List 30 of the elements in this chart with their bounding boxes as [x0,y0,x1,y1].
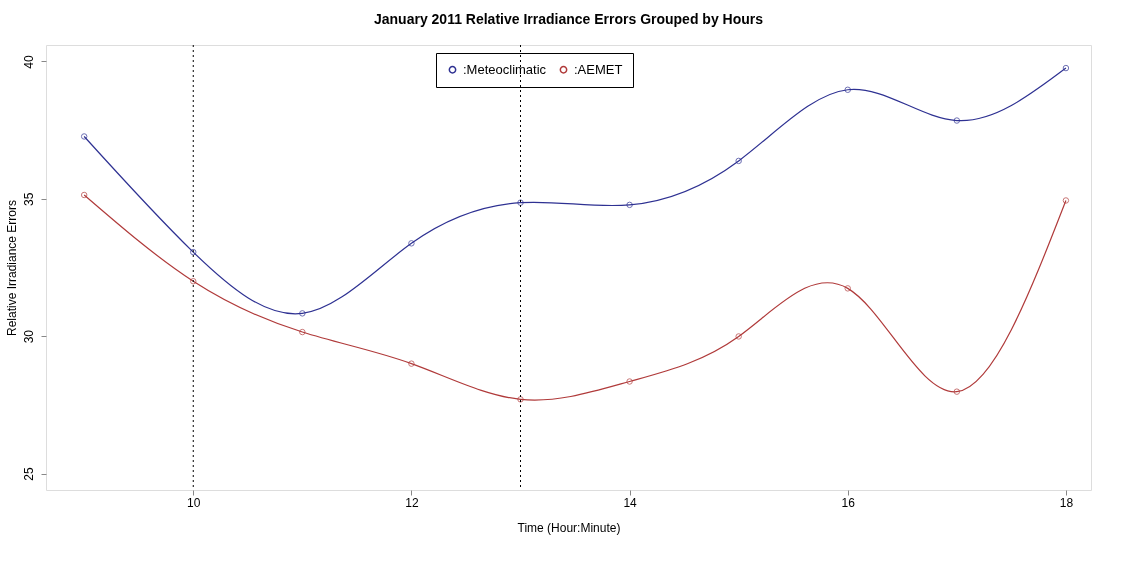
point [735,333,742,340]
y-tick-label: 30 [21,329,36,344]
legend-label: :Meteoclimatic [463,61,547,77]
point [408,240,415,247]
x-tick-label: 14 [623,495,638,510]
y-axis-title: Relative Irradiance Errors [4,199,19,337]
point [844,86,851,94]
x-tick-label: 18 [1059,495,1074,510]
point [408,360,415,367]
y-tick-label: 35 [21,192,36,207]
legend-label: :AEMET [574,61,623,77]
point [626,201,633,209]
point [190,278,197,285]
chart-title: January 2011 Relative Irradiance Errors Grouped by Hours [373,10,764,27]
point [953,388,961,395]
point [844,285,851,292]
x-tick-label: 16 [841,495,856,510]
x-axis-title: Time (Hour:Minute) [517,520,621,535]
point [299,310,306,317]
point [190,248,197,256]
point [517,199,524,206]
point [626,378,633,385]
x-tick-label: 10 [187,495,201,510]
y-tick-label: 40 [21,54,36,69]
x-tick-label: 12 [405,495,419,510]
point [299,328,306,336]
y-tick-label: 25 [21,467,36,481]
point [953,117,961,124]
point [517,396,524,403]
point [735,157,742,165]
